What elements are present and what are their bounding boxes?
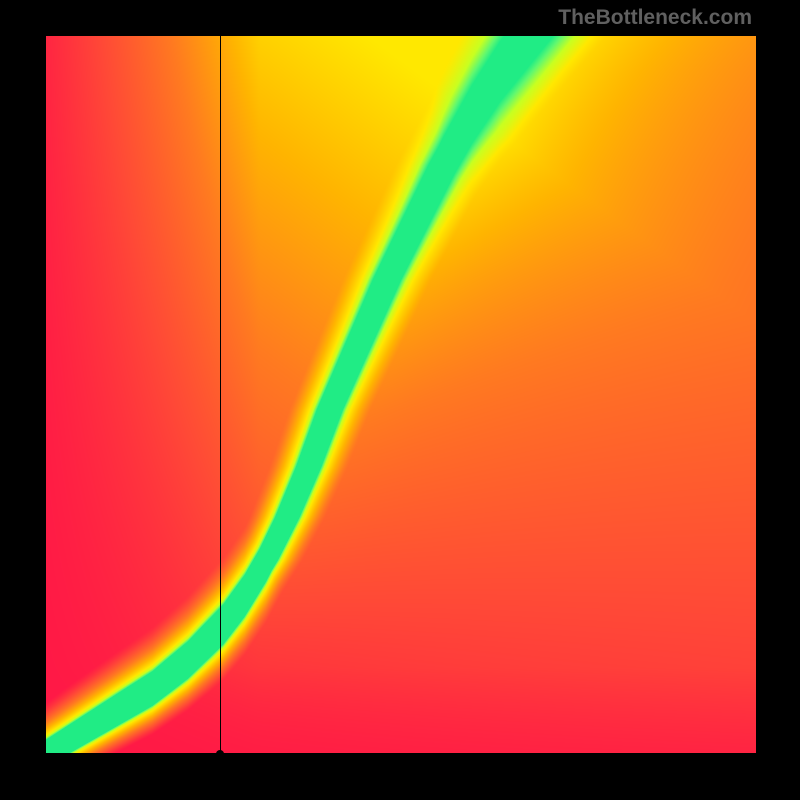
- heatmap-plot-area: [46, 36, 756, 754]
- watermark-text: TheBottleneck.com: [558, 6, 752, 30]
- heatmap-canvas: [46, 36, 756, 754]
- crosshair-vertical-line: [220, 36, 221, 754]
- crosshair-horizontal-line: [46, 753, 756, 754]
- marker-dot: [216, 750, 224, 758]
- chart-container: TheBottleneck.com: [0, 0, 800, 800]
